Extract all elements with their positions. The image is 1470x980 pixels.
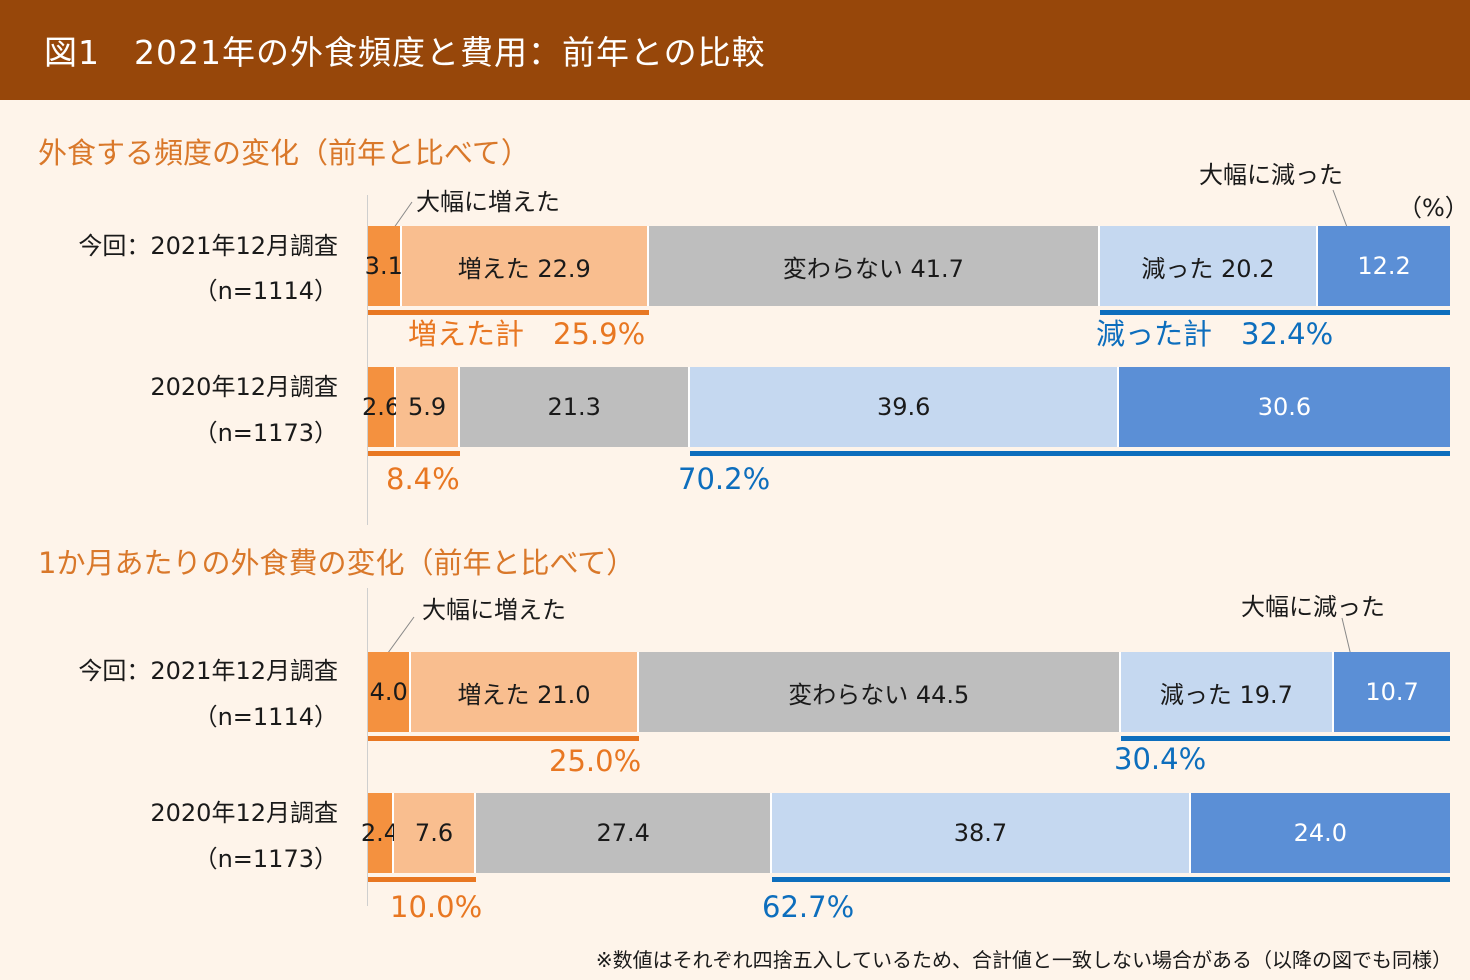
bar-segment-1: 4.0: [368, 652, 412, 732]
bar-segment-2: 7.6: [393, 793, 477, 873]
chart2-row2-label: 2020年12月調査: [150, 799, 338, 827]
bar-segment-3: 21.3: [459, 367, 691, 447]
bar-segment-5: 12.2: [1318, 226, 1450, 306]
chart1-title: 外食する頻度の変化（前年と比べて）: [38, 136, 530, 170]
bar-segment-2: 増えた 22.9: [401, 226, 650, 306]
increase-underline: [368, 451, 460, 456]
footnote: ※数値はそれぞれ四捨五入しているため、合計値と一致しない場合がある（以降の図でも…: [595, 948, 1452, 972]
decrease-underline: [1099, 310, 1450, 315]
decrease-underline: [1120, 736, 1450, 741]
bar-segment-2: 増えた 21.0: [411, 652, 639, 732]
chart1-callout-big-decrease: 大幅に減った: [1199, 161, 1343, 189]
bar-segment-5: 30.6: [1118, 367, 1450, 447]
chart1-row1-n: （n=1114）: [193, 277, 338, 305]
increase-total: 25.0%: [549, 744, 642, 778]
bar-segment-1: 2.4: [361, 793, 399, 873]
bar-segment-4: 39.6: [690, 367, 1119, 447]
leader-line: [384, 616, 415, 658]
bar-segment-3: 27.4: [476, 793, 773, 873]
chart2-row1-n: （n=1114）: [193, 703, 338, 731]
bar-segment-3: 変わらない 41.7: [649, 226, 1100, 306]
chart1-row1-label: 今回：2021年12月調査: [78, 232, 338, 260]
bar-segment-2: 5.9: [396, 367, 460, 447]
bar-segment-5: 10.7: [1334, 652, 1450, 732]
increase-underline: [368, 877, 477, 882]
decrease-total: 減った計 32.4%: [1096, 317, 1334, 351]
bar-segment-4: 減った 20.2: [1099, 226, 1319, 306]
bar-segment-1: 3.1: [365, 226, 403, 306]
decrease-total: 70.2%: [678, 462, 771, 496]
chart2-title: 1か月あたりの外食費の変化（前年と比べて）: [38, 546, 636, 580]
increase-underline: [368, 310, 650, 315]
increase-total: 増えた計 25.9%: [408, 317, 646, 351]
chart2-callout-big-increase: 大幅に増えた: [422, 596, 566, 624]
chart1-row2-n: （n=1173）: [193, 419, 338, 447]
chart2-row1-label: 今回：2021年12月調査: [78, 657, 338, 685]
bar-segment-4: 減った 19.7: [1120, 652, 1335, 732]
chart1-axis: [367, 195, 368, 525]
increase-underline: [368, 736, 639, 741]
chart2-axis: [367, 588, 368, 906]
bar-segment-1: 2.6: [362, 367, 400, 447]
header-bar: 図1 2021年の外食頻度と費用：前年との比較: [0, 0, 1470, 100]
decrease-total: 62.7%: [762, 890, 855, 924]
decrease-total: 30.4%: [1114, 742, 1207, 776]
increase-total: 10.0%: [390, 890, 483, 924]
bar-segment-5: 24.0: [1190, 793, 1450, 873]
chart2-row2-n: （n=1173）: [193, 845, 338, 873]
decrease-underline: [772, 877, 1450, 882]
decrease-underline: [690, 451, 1450, 456]
figure-title: 図1 2021年の外食頻度と費用：前年との比較: [44, 33, 766, 72]
chart1-callout-big-increase: 大幅に増えた: [416, 188, 560, 216]
unit-label: （%）: [1398, 194, 1469, 222]
chart2-callout-big-decrease: 大幅に減った: [1241, 593, 1385, 621]
bar-segment-3: 変わらない 44.5: [638, 652, 1121, 732]
increase-total: 8.4%: [386, 462, 460, 496]
bar-segment-4: 38.7: [772, 793, 1191, 873]
chart1-row2-label: 2020年12月調査: [150, 373, 338, 401]
